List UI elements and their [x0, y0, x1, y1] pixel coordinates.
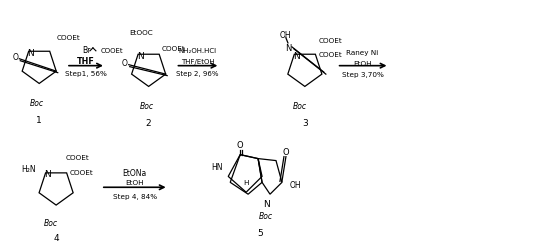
Text: N: N [137, 52, 143, 61]
Text: N: N [44, 170, 51, 179]
Text: EtOOC: EtOOC [129, 30, 153, 36]
Text: H: H [243, 180, 249, 186]
Text: OH: OH [279, 31, 291, 40]
Text: COOEt: COOEt [101, 48, 124, 54]
Text: EtONa: EtONa [122, 169, 147, 178]
Text: HN: HN [211, 163, 222, 172]
Text: Step 3,70%: Step 3,70% [341, 72, 384, 78]
Text: Step1, 56%: Step1, 56% [65, 71, 107, 77]
Text: OH: OH [290, 181, 301, 190]
Text: EtOH: EtOH [353, 61, 372, 67]
Text: COOEt: COOEt [70, 170, 94, 176]
Text: Boc: Boc [139, 102, 154, 111]
Text: O: O [283, 148, 289, 157]
Text: Boc: Boc [30, 99, 44, 108]
Text: 1: 1 [36, 116, 42, 124]
Text: THF: THF [77, 57, 95, 66]
Text: COOEt: COOEt [319, 38, 343, 44]
Text: O: O [122, 59, 128, 68]
Text: COOEt: COOEt [319, 52, 343, 58]
Text: COOEt: COOEt [57, 35, 81, 41]
Text: Br: Br [82, 46, 90, 55]
Text: 3: 3 [302, 119, 308, 127]
Text: 5: 5 [257, 229, 263, 238]
Text: THF/EtOH: THF/EtOH [181, 59, 214, 65]
Text: COOEt: COOEt [161, 46, 186, 52]
Text: H₂N: H₂N [21, 165, 36, 174]
Text: O: O [13, 53, 18, 62]
Text: COOEt: COOEt [66, 155, 90, 161]
Text: EtOH: EtOH [125, 180, 144, 186]
Text: 2: 2 [146, 119, 152, 127]
Text: Boc: Boc [44, 219, 58, 228]
Text: N: N [285, 44, 291, 53]
Text: 4: 4 [53, 234, 59, 243]
Text: O: O [237, 141, 244, 150]
Text: N: N [262, 200, 270, 208]
Text: N: N [293, 52, 300, 61]
Text: NH₂OH.HCl: NH₂OH.HCl [178, 48, 216, 54]
Text: Step 4, 84%: Step 4, 84% [113, 194, 157, 200]
Text: Boc: Boc [259, 212, 273, 222]
Text: Step 2, 96%: Step 2, 96% [176, 71, 219, 77]
Text: Boc: Boc [293, 102, 307, 111]
Text: Raney Ni: Raney Ni [346, 50, 379, 56]
Text: N: N [27, 49, 34, 58]
